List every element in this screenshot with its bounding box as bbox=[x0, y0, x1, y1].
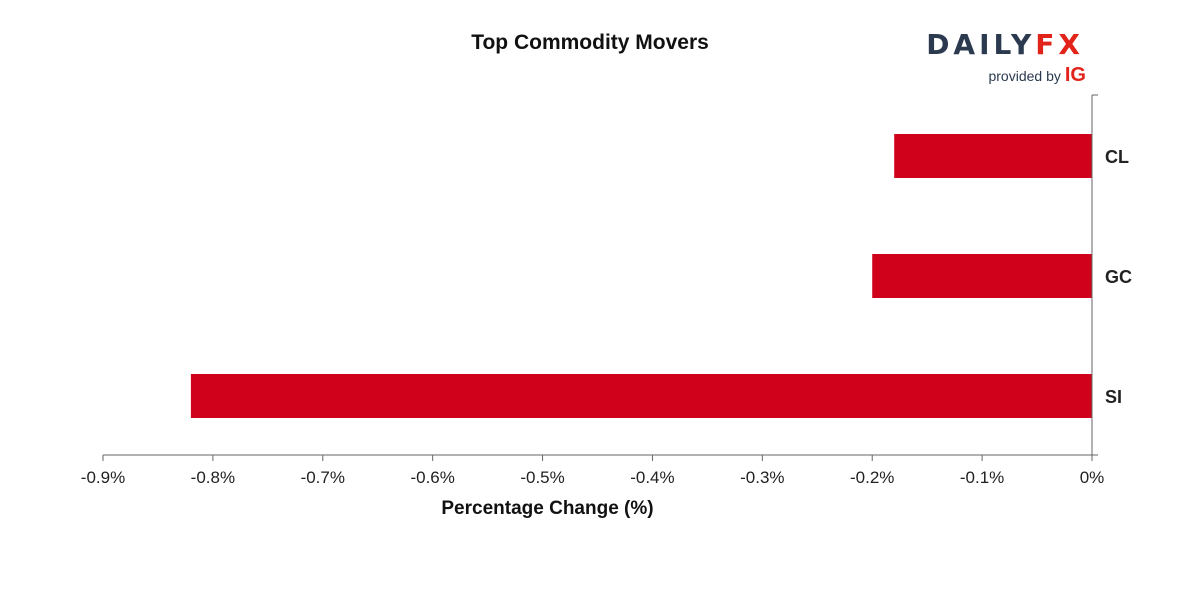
x-tick-label: -0.5% bbox=[520, 468, 564, 487]
category-label-si: SI bbox=[1105, 387, 1122, 407]
bar-cl bbox=[894, 134, 1092, 178]
x-tick-label: -0.3% bbox=[740, 468, 784, 487]
brand-provided-by: provided by IG bbox=[988, 64, 1086, 87]
x-tick-label: -0.7% bbox=[301, 468, 345, 487]
chart-title: Top Commodity Movers bbox=[471, 31, 709, 54]
axes-layer bbox=[102, 94, 1098, 461]
category-label-cl: CL bbox=[1105, 147, 1129, 167]
brand-daily-text: DAILY bbox=[926, 28, 1036, 61]
x-axis-title: Percentage Change (%) bbox=[441, 498, 653, 519]
bar-si bbox=[190, 374, 1092, 418]
bars-layer bbox=[190, 134, 1092, 418]
ig-logo-text: IG bbox=[1064, 64, 1086, 86]
brand-logo: DAILYFX provided by IG bbox=[922, 28, 1092, 86]
provided-by-text: provided by bbox=[988, 68, 1061, 84]
bar-gc bbox=[872, 254, 1092, 298]
x-tick-label: -0.6% bbox=[410, 468, 454, 487]
x-tick-label: 0% bbox=[1080, 468, 1105, 487]
brand-fx-text: FX bbox=[1035, 28, 1084, 61]
labels-layer: CL GC SI -0.9% -0.8% -0.7% -0.6% -0.5% -0.4% -0.3… bbox=[81, 147, 1132, 519]
x-tick-label: -0.8% bbox=[191, 468, 235, 487]
x-tick-label: -0.4% bbox=[630, 468, 674, 487]
x-tick-label: -0.2% bbox=[850, 468, 894, 487]
dailyfx-wordmark: DAILYFX bbox=[926, 28, 1084, 61]
category-label-gc: GC bbox=[1105, 267, 1132, 287]
x-tick-label: -0.1% bbox=[960, 468, 1004, 487]
x-tick-label: -0.9% bbox=[81, 468, 125, 487]
